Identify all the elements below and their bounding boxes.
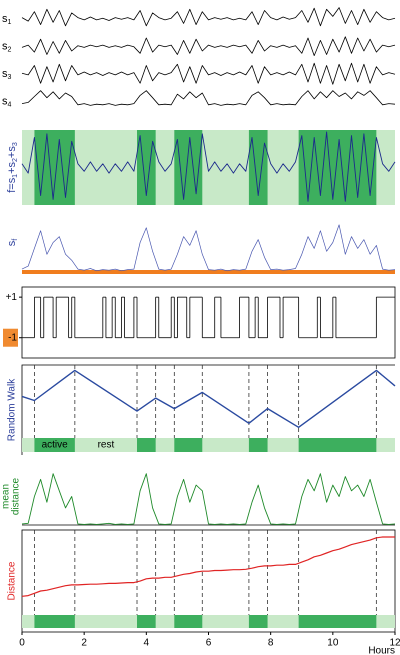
label-part: s [6,240,18,246]
label-part: f=s [6,177,18,192]
period-bar-active [248,438,268,452]
label-part: +s [6,146,18,158]
x-tick-label: 12 [389,638,400,649]
y-axis-label: mean [1,484,12,509]
line [21,224,396,272]
tick-highlight [3,328,18,347]
period-bar-active [174,438,203,452]
trace [21,36,396,56]
y-axis-label: f=s1+s2+s3 [6,142,19,193]
period-bar-active [298,438,377,452]
y-axis-label: s1 [2,13,12,26]
axis-frame [21,364,395,455]
period-bar-active [34,615,75,628]
y-axis-label: distance [11,477,22,515]
label-part: +s [6,161,18,173]
period-bar-active [174,615,203,628]
label-part: s [2,13,8,25]
y-axis-label: s3 [2,68,12,81]
trace [21,7,396,27]
y-axis-label: sf [6,239,19,247]
period-bar-active [298,615,377,628]
x-tick-label: 10 [327,638,339,649]
period-bar-active [34,438,75,452]
x-tick-label: 4 [144,638,150,649]
period-label: active [42,440,69,451]
trace [21,90,396,106]
period-bar-active [137,438,156,452]
frame [21,286,396,359]
label-part: s [2,95,8,107]
line [21,536,395,597]
label-part: 4 [8,102,12,109]
label-part: s [2,68,8,80]
label-part: 3 [8,74,12,81]
spikes [21,473,396,525]
label-part: f [12,239,19,241]
label-part: s [2,40,8,52]
y-axis-label: Random Walk [7,378,18,441]
x-tick-label: 2 [81,638,87,649]
label-part: 3 [12,142,19,146]
period-label: rest [98,440,115,451]
y-axis-label: Distance [7,561,18,600]
y-tick-label: +1 [6,292,18,303]
x-axis-label: Hours [368,646,395,655]
random-walk [21,369,396,428]
y-axis-label: s2 [2,40,12,53]
x-tick-label: 0 [19,638,25,649]
trace [21,62,396,85]
label-part: 1 [12,174,19,178]
period-bar-active [248,615,268,628]
label-part: 2 [8,47,12,54]
y-axis-label: s4 [2,95,12,108]
x-tick-label: 6 [206,638,212,649]
period-bar-active [137,615,156,628]
period-band-active [174,130,203,205]
y-tick-label: -1 [8,332,17,343]
label-part: 1 [8,19,12,26]
label-part: 2 [12,158,19,162]
signal [21,131,396,202]
x-tick-label: 8 [268,638,274,649]
